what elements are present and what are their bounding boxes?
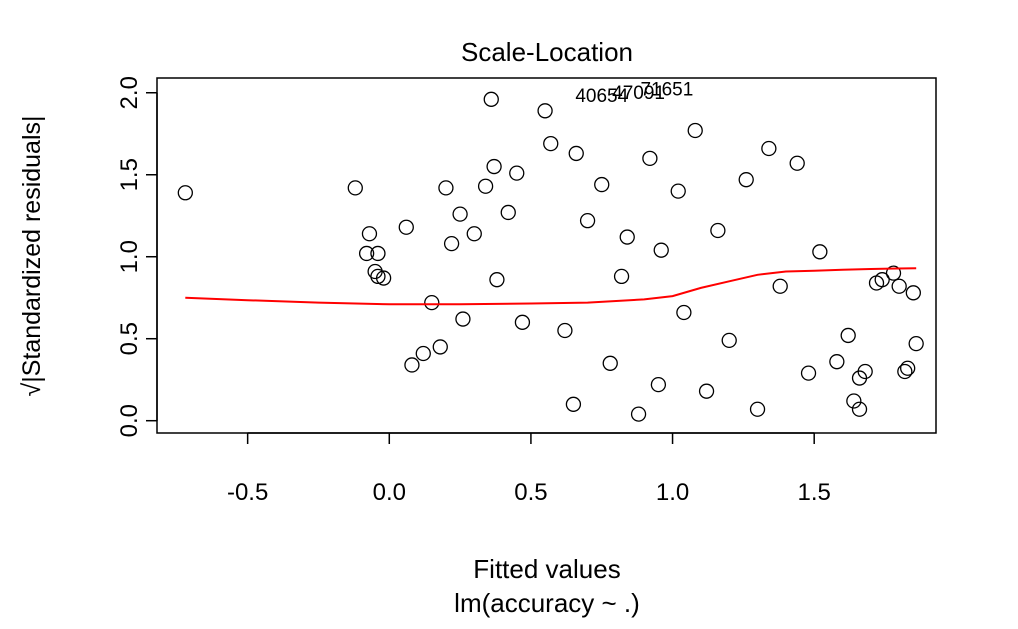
data-point	[749, 401, 766, 417]
x-tick-label: 0.5	[514, 479, 547, 506]
data-point	[642, 150, 658, 166]
data-point	[438, 180, 454, 196]
data-point	[772, 278, 788, 294]
y-tick-label: 2.0	[116, 76, 143, 109]
data-point	[650, 376, 667, 393]
data-point	[477, 178, 494, 194]
y-tick-label: 1.5	[116, 158, 143, 191]
data-point	[908, 335, 924, 352]
data-point	[619, 229, 635, 245]
data-point	[415, 345, 431, 362]
data-point	[789, 155, 805, 171]
model-subtitle: lm(accuracy ~ .)	[454, 588, 640, 618]
data-point	[543, 135, 559, 152]
chart-title: Scale-Location	[461, 37, 633, 67]
data-point	[579, 213, 596, 229]
point-label: 47091	[612, 83, 665, 104]
data-point	[514, 314, 531, 330]
y-tick-label: 0.0	[116, 404, 143, 437]
data-point	[594, 176, 610, 193]
y-axis: 0.0 0.5 1.0 1.5 2.0	[116, 76, 158, 437]
data-point	[565, 396, 582, 412]
data-point	[483, 91, 499, 107]
data-point	[613, 268, 630, 285]
x-tick-label: -0.5	[227, 479, 268, 506]
y-tick-label: 1.0	[116, 240, 143, 273]
data-point	[721, 332, 737, 349]
data-point	[557, 322, 573, 339]
point-label: 40654	[575, 86, 628, 107]
data-point	[687, 122, 703, 139]
x-tick-label: 0.0	[373, 479, 406, 506]
data-point	[846, 393, 862, 409]
data-point	[509, 165, 525, 181]
data-point	[398, 219, 414, 235]
data-point	[857, 363, 873, 380]
data-point	[800, 365, 817, 381]
data-point	[443, 235, 460, 252]
data-point	[630, 406, 647, 422]
data-point	[500, 204, 516, 221]
data-points	[177, 91, 924, 422]
data-point	[891, 278, 907, 294]
data-point	[358, 245, 375, 262]
x-axis: -0.5 0.0 0.5 1.0 1.5	[227, 432, 831, 506]
data-point	[874, 272, 890, 288]
data-point	[455, 311, 471, 327]
data-point	[761, 140, 777, 157]
x-axis-label: Fitted values	[473, 554, 620, 584]
data-point	[840, 327, 856, 344]
data-point	[537, 103, 553, 119]
data-point	[602, 355, 618, 371]
point-label: 71651	[640, 79, 693, 100]
data-point	[698, 383, 715, 399]
data-point	[452, 206, 468, 222]
data-point	[812, 244, 828, 260]
data-point	[486, 158, 502, 175]
smooth-line-layer	[185, 267, 917, 306]
data-point	[375, 270, 392, 286]
data-point	[885, 265, 902, 281]
y-axis-label: √|Standardized residuals|	[18, 115, 46, 396]
data-point	[568, 145, 584, 162]
data-point	[829, 354, 845, 370]
data-point	[905, 285, 921, 301]
data-point	[466, 226, 482, 242]
data-point	[432, 339, 448, 355]
data-point	[653, 242, 669, 258]
data-point	[670, 183, 686, 199]
data-point	[489, 272, 505, 288]
x-tick-label: 1.5	[798, 479, 831, 506]
data-point	[361, 226, 378, 242]
data-point	[900, 360, 916, 376]
data-point	[404, 357, 420, 373]
data-point	[347, 180, 363, 196]
plot-frame	[156, 77, 937, 434]
data-point	[738, 172, 754, 188]
y-tick-label: 0.5	[116, 322, 143, 355]
data-point	[676, 304, 692, 321]
data-point	[370, 245, 386, 262]
data-point	[177, 185, 193, 201]
x-tick-label: 1.0	[656, 479, 689, 506]
data-point	[897, 363, 913, 380]
data-point	[710, 222, 726, 239]
smooth-line	[185, 267, 917, 306]
data-point	[851, 401, 868, 417]
data-point	[424, 294, 440, 311]
